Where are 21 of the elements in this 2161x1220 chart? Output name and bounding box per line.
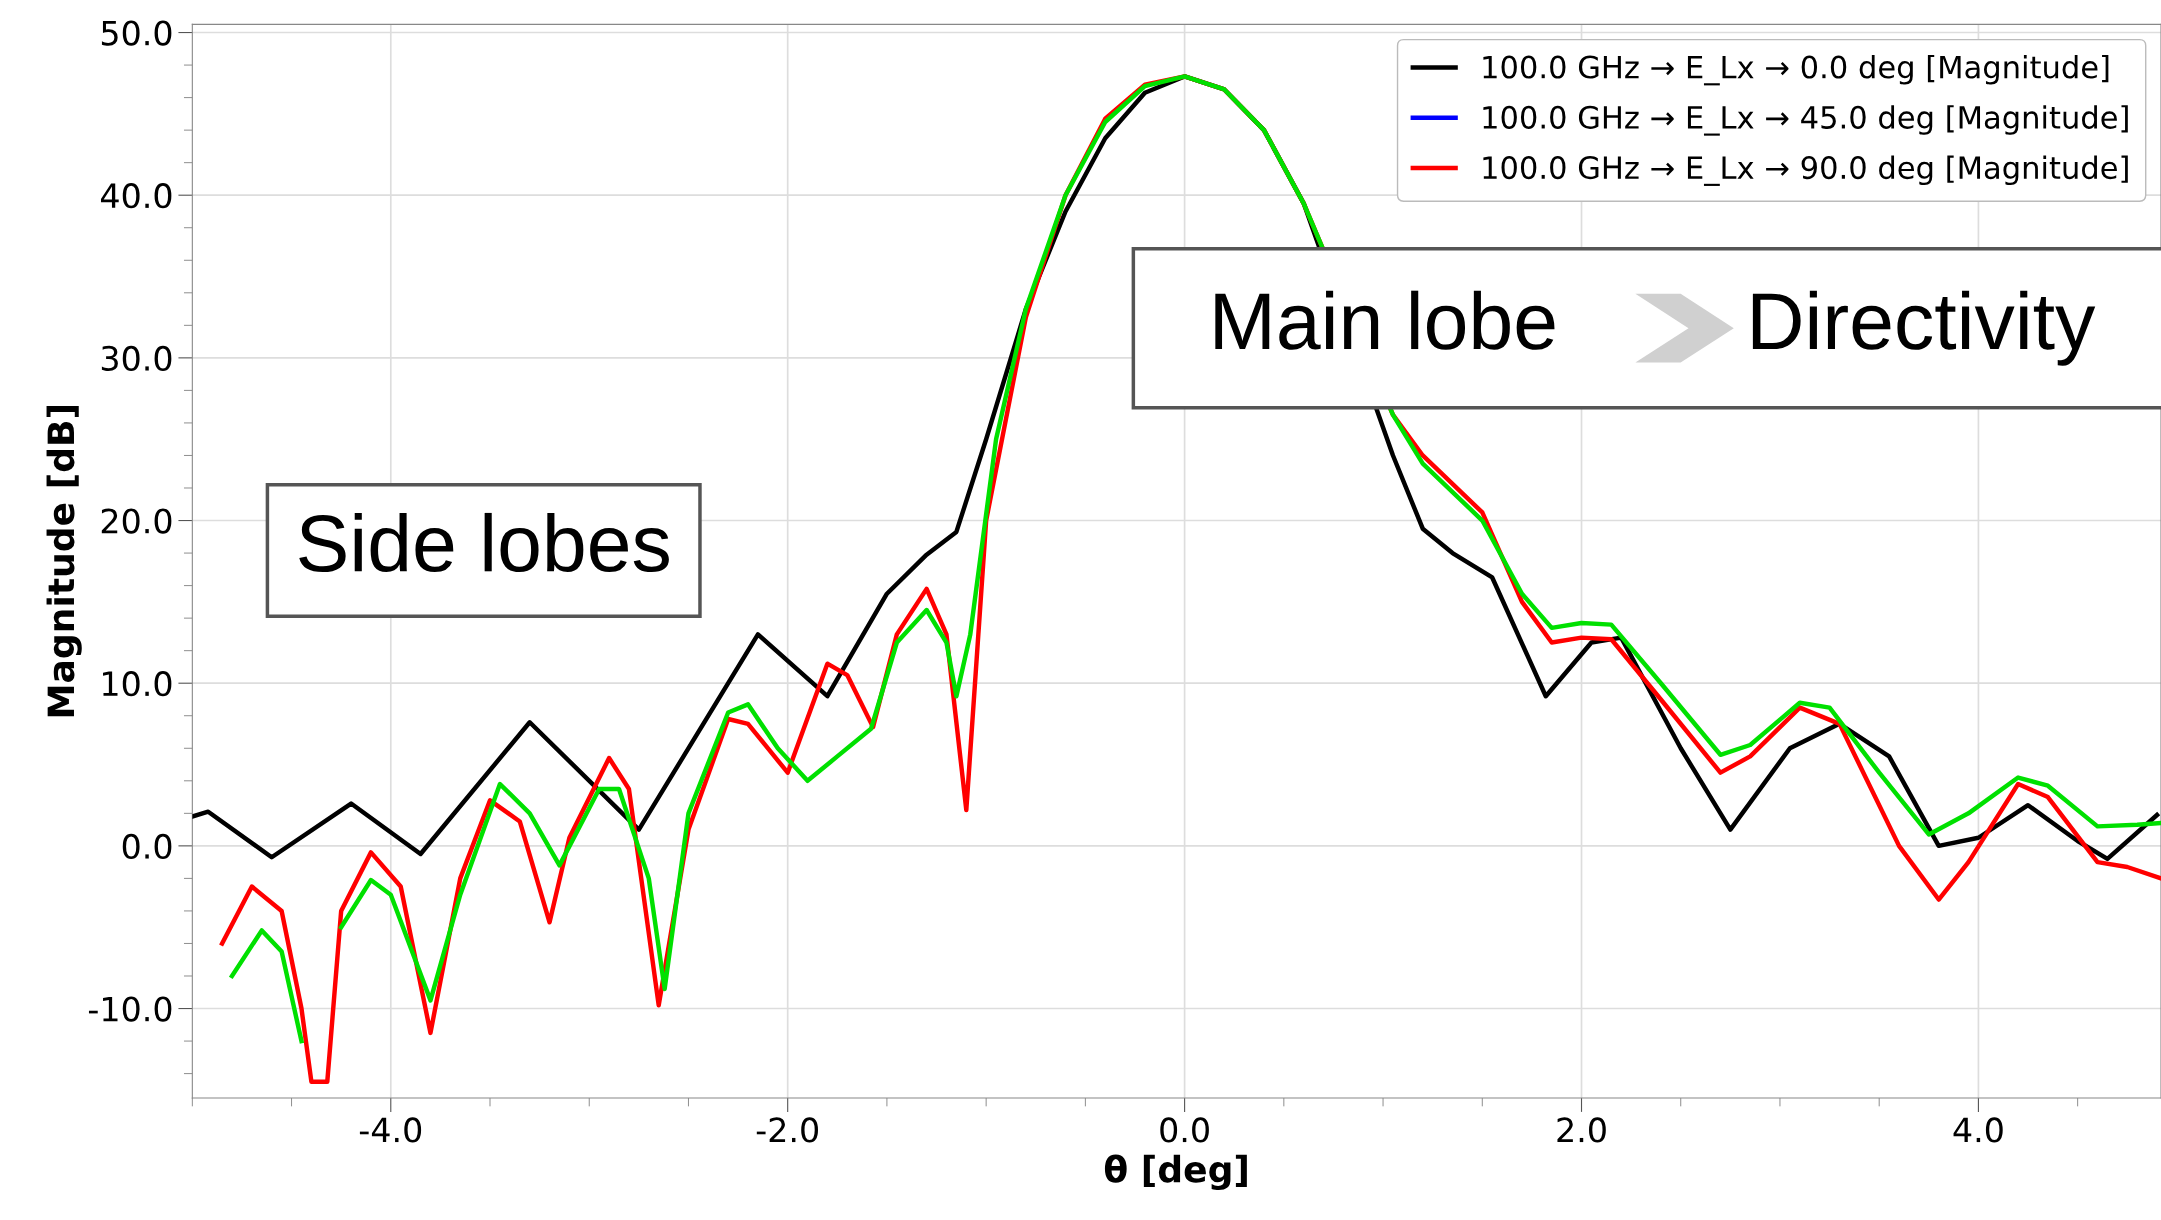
y-axis-title: Magnitude [dB] — [46, 406, 82, 717]
y-tick-label: 40.0 — [100, 183, 172, 209]
line-series — [229, 928, 304, 1044]
y-tick-label: 20.0 — [101, 508, 172, 534]
x-tick-label: 4.0 — [1953, 1117, 2003, 1143]
y-tick-label: -10.0 — [88, 996, 172, 1022]
x-tick-label: 0.0 — [1160, 1117, 1209, 1143]
annotation: Main lobe — [1215, 290, 1555, 350]
y-tick-label: 0.0 — [122, 833, 172, 859]
x-tick-label: -2.0 — [756, 1117, 818, 1143]
x-tick-label: -4.0 — [359, 1117, 422, 1143]
legend-label: 100.0 GHz → E_Lx → 45.0 deg [Magnitude] — [1483, 105, 2128, 136]
legend-label: 100.0 GHz → E_Lx → 0.0 deg [Magnitude] — [1483, 54, 2109, 86]
x-axis-title: θ [deg] — [1104, 1154, 1247, 1191]
legend-label: 100.0 GHz → E_Lx → 90.0 deg [Magnitude] — [1483, 155, 2128, 186]
y-tick-label: 50.0 — [101, 20, 172, 46]
annotation: Side lobes — [299, 512, 669, 573]
x-tick-label: 2.0 — [1557, 1117, 1606, 1143]
y-tick-label: 10.0 — [103, 671, 172, 697]
annotation: Directivity — [1752, 290, 2096, 366]
y-tick-label: 30.0 — [101, 345, 172, 371]
